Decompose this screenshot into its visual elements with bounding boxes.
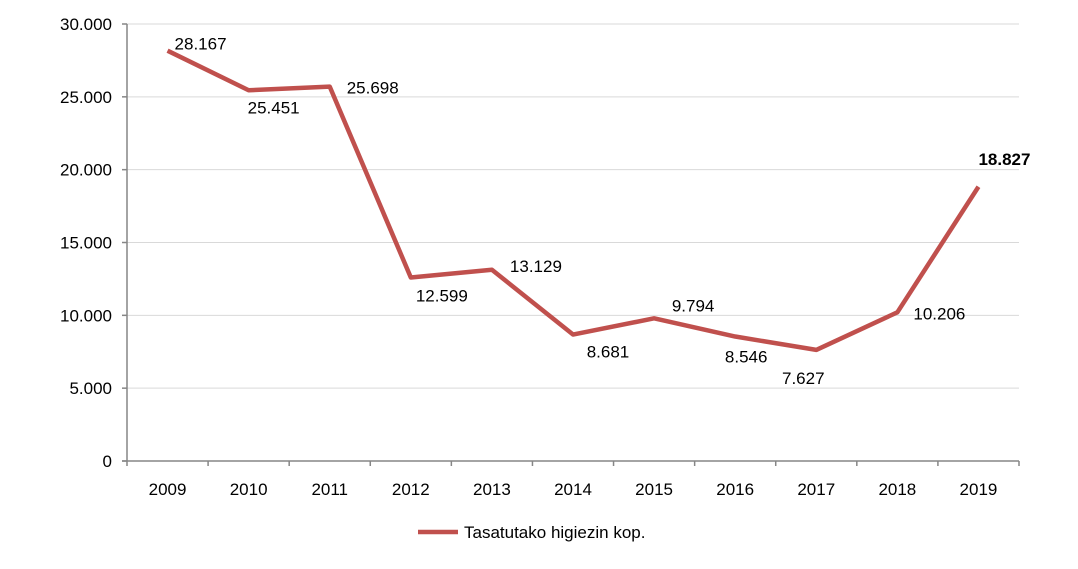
data-label: 12.599: [416, 286, 468, 305]
x-tick-label: 2011: [311, 480, 348, 499]
x-tick-label: 2018: [878, 480, 916, 499]
y-tick-label: 30.000: [60, 15, 112, 34]
x-tick-label: 2010: [230, 480, 268, 499]
x-tick-label: 2013: [473, 480, 511, 499]
y-tick-label: 20.000: [60, 161, 112, 180]
data-label: 18.827: [978, 150, 1030, 169]
x-tick-label: 2014: [554, 480, 592, 499]
y-tick-label: 5.000: [69, 379, 112, 398]
y-tick-label: 25.000: [60, 88, 112, 107]
legend-label: Tasatutako higiezin kop.: [464, 523, 645, 542]
y-tick-label: 15.000: [60, 234, 112, 253]
x-tick-label: 2009: [149, 480, 187, 499]
y-tick-label: 0: [103, 452, 112, 471]
x-tick-label: 2019: [960, 480, 998, 499]
data-label: 7.627: [782, 369, 825, 388]
data-label: 25.451: [248, 98, 300, 117]
x-tick-label: 2016: [716, 480, 754, 499]
data-label: 8.546: [725, 348, 768, 367]
y-tick-label: 10.000: [60, 306, 112, 325]
data-label: 9.794: [672, 296, 715, 315]
data-label: 8.681: [587, 343, 630, 362]
data-label: 10.206: [913, 304, 965, 323]
x-tick-label: 2012: [392, 480, 430, 499]
x-tick-label: 2017: [797, 480, 835, 499]
data-label: 13.129: [510, 257, 562, 276]
series-line: [168, 51, 979, 350]
data-label: 28.167: [175, 35, 227, 54]
x-tick-label: 2015: [635, 480, 673, 499]
data-label: 25.698: [347, 79, 399, 98]
